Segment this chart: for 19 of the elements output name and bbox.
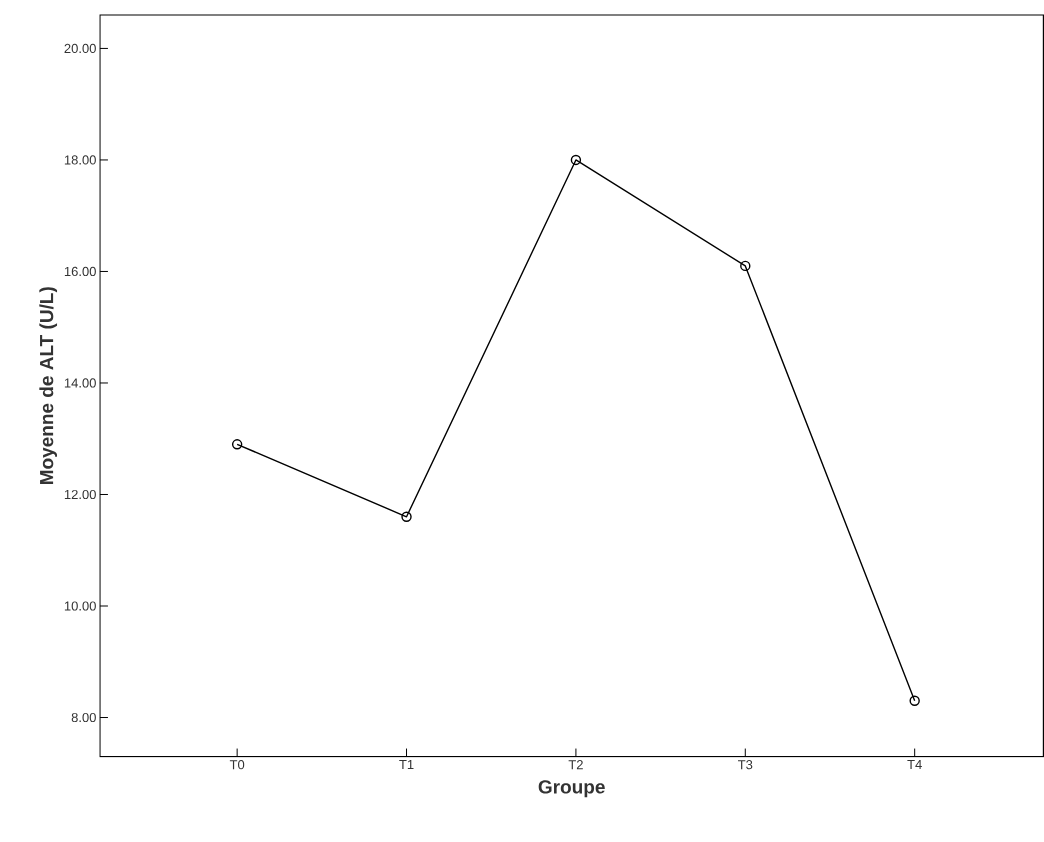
x-tick-label: T3 [738,760,753,770]
y-axis-title: Moyenne de ALT (U/L) [39,287,58,485]
point [570,155,582,166]
x-tick-label: T4 [907,760,922,770]
y-tick-label: 14.00 [64,378,96,388]
x-tick-label: T1 [399,760,414,770]
y-tick-label: 10.00 [64,601,96,611]
point [401,511,412,523]
y-tick-label: 20.00 [64,44,96,54]
point [909,695,920,707]
x-tick-label: T2 [568,760,583,770]
x-axis-title: Groupe [538,780,605,798]
y-tick-label: 12.00 [64,490,96,500]
y-tick-label: 8.00 [71,713,96,723]
y-tick-label: 16.00 [64,267,96,277]
point [231,439,243,450]
y-tick-label: 18.00 [64,155,96,165]
x-tick-label: T0 [229,760,245,770]
point [740,260,751,272]
